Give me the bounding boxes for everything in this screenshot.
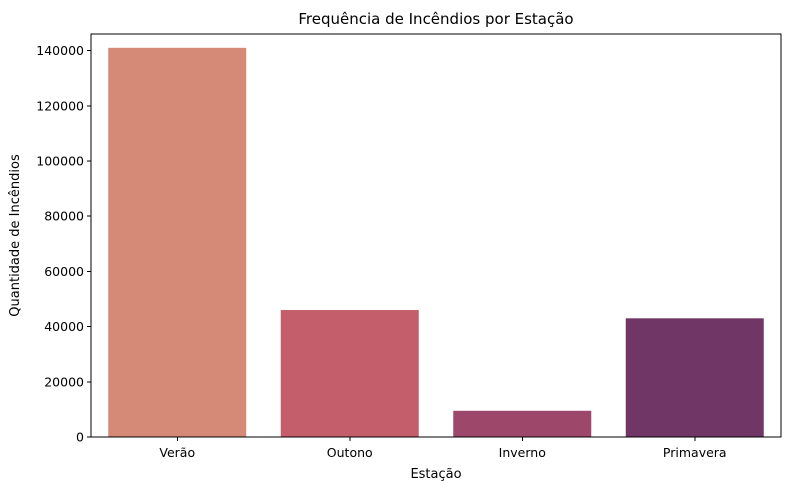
x-tick-label: Verão [159, 445, 195, 460]
x-tick-label: Primavera [663, 445, 727, 460]
x-tick-label: Inverno [499, 445, 546, 460]
x-tick-label: Outono [327, 445, 373, 460]
y-tick-label: 20000 [44, 374, 84, 389]
x-axis-ticks: Verão Outono Inverno Primavera [159, 437, 727, 460]
y-axis-label: Quantidade de Incêndios [8, 154, 23, 317]
y-tick-label: 0 [76, 430, 84, 445]
plot-frame [90, 33, 782, 438]
bar [280, 310, 419, 437]
y-tick-label: 100000 [36, 153, 84, 168]
y-tick-label: 120000 [36, 98, 84, 113]
chart-title: Frequência de Incêndios por Estação [298, 10, 573, 28]
bar [453, 410, 592, 437]
y-tick-label: 40000 [44, 319, 84, 334]
x-axis-label: Estação [410, 467, 461, 482]
y-tick-label: 140000 [36, 43, 84, 58]
bar [625, 318, 764, 437]
bars-group [108, 47, 764, 438]
y-tick-label: 60000 [44, 264, 84, 279]
bar [108, 47, 247, 438]
y-tick-label: 80000 [44, 209, 84, 224]
y-axis-ticks: 0 20000 40000 60000 80000 100000 120000 140000 [36, 43, 91, 445]
